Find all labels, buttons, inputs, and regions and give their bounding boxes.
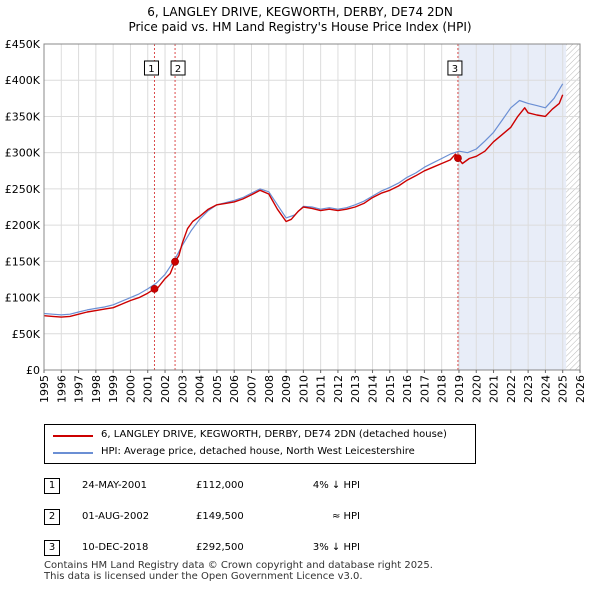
x-tick-label: 2004 (194, 375, 207, 403)
y-tick-label: £350K (5, 110, 41, 123)
y-tick-label: £0 (26, 364, 40, 377)
sale-label-box (170, 60, 186, 76)
sale-num-cell: 3 (44, 532, 82, 563)
sale-hpi-relation: ≈ HPI (331, 511, 360, 522)
sale-label-number: 3 (452, 64, 458, 75)
y-tick-label: £400K (5, 74, 41, 87)
y-tick-label: £250K (5, 183, 41, 196)
x-tick-label: 1997 (73, 375, 86, 403)
future-hatch (566, 44, 580, 370)
x-tick-label: 2022 (505, 375, 518, 403)
x-tick-label: 2026 (574, 375, 587, 403)
x-tick-label: 1996 (55, 375, 68, 403)
sale-hpi-relation: 3% ↓ HPI (312, 542, 360, 553)
x-tick-label: 2002 (159, 375, 172, 403)
x-tick-label: 2016 (401, 375, 414, 403)
x-tick-label: 2020 (470, 375, 483, 403)
legend-label-property: 6, LANGLEY DRIVE, KEGWORTH, DERBY, DE74 … (101, 429, 447, 440)
table-row: 2 01-AUG-2002 £149,500 ≈ HPI (44, 501, 360, 532)
x-tick-label: 2003 (176, 375, 189, 403)
table-row: 1 24-MAY-2001 £112,000 4% ↓ HPI (44, 470, 360, 501)
legend: 6, LANGLEY DRIVE, KEGWORTH, DERBY, DE74 … (44, 424, 476, 464)
sale-number-badge: 1 (44, 477, 60, 494)
chart-title: 6, LANGLEY DRIVE, KEGWORTH, DERBY, DE74 … (0, 5, 600, 35)
x-tick-label: 1995 (38, 375, 51, 403)
sale-number-badge: 3 (44, 539, 60, 556)
footer-copyright: Contains HM Land Registry data © Crown c… (44, 560, 433, 571)
x-tick-label: 1999 (107, 375, 120, 403)
x-tick-label: 2013 (349, 375, 362, 403)
sale-price: £149,500 (196, 511, 244, 522)
x-tick-label: 1998 (90, 375, 103, 403)
sale-num-cell: 2 (44, 501, 82, 532)
y-tick-label: £100K (5, 292, 41, 305)
legend-label-hpi: HPI: Average price, detached house, Nort… (101, 446, 415, 457)
x-tick-label: 2009 (280, 375, 293, 403)
price-chart: £0 £50K £100K £150K £200K £250K £300K £350K £400… (5, 38, 587, 403)
x-tick-label: 2008 (263, 375, 276, 403)
sale-date: 01-AUG-2002 (82, 511, 150, 522)
x-tick-label: 2021 (488, 375, 501, 403)
sale-price: £112,000 (196, 480, 244, 491)
x-tick-label: 2011 (315, 375, 328, 403)
x-tick-label: 2000 (124, 375, 137, 403)
x-tick-label: 2019 (453, 375, 466, 403)
y-tick-label: £50K (12, 328, 41, 341)
sale-hpi-relation: 4% ↓ HPI (312, 480, 360, 491)
sale-label-number: 2 (175, 64, 181, 75)
footer: Contains HM Land Registry data © Crown c… (44, 560, 433, 582)
x-tick-label: 2025 (557, 375, 570, 403)
title-line-2: Price paid vs. HM Land Registry's House … (128, 20, 472, 34)
table-row: 3 10-DEC-2018 £292,500 3% ↓ HPI (44, 532, 360, 563)
x-tick-label: 2001 (142, 375, 155, 403)
x-tick-label: 2015 (384, 375, 397, 403)
plot-frame (43, 43, 581, 371)
sale-price: £292,500 (196, 542, 244, 553)
sale-label-box (143, 60, 159, 76)
sale-point (150, 284, 159, 293)
x-tick-label: 2010 (297, 375, 310, 403)
sale-date: 24-MAY-2001 (82, 480, 148, 491)
property-price-line (43, 94, 564, 318)
sale-num-cell: 1 (44, 470, 82, 501)
x-tick-label: 2007 (245, 375, 258, 403)
x-tick-label: 2014 (367, 375, 380, 403)
sale-date: 10-DEC-2018 (82, 542, 149, 553)
footer-licence: This data is licensed under the Open Gov… (44, 571, 363, 582)
y-tick-label: £300K (5, 147, 41, 160)
y-tick-label: £200K (5, 219, 41, 232)
x-tick-label: 2024 (539, 375, 552, 403)
x-tick-label: 2012 (332, 375, 345, 403)
post-sale-shade (457, 44, 567, 370)
x-tick-label: 2006 (228, 375, 241, 403)
sale-number-badge: 2 (44, 508, 60, 525)
sale-label-number: 1 (148, 64, 154, 75)
sale-label-box (447, 60, 463, 76)
sales-table: 1 24-MAY-2001 £112,000 4% ↓ HPI 2 01-AUG… (44, 470, 360, 563)
x-tick-label: 2005 (211, 375, 224, 403)
y-tick-label: £450K (5, 38, 41, 51)
x-tick-label: 2023 (522, 375, 535, 403)
title-line-1: 6, LANGLEY DRIVE, KEGWORTH, DERBY, DE74 … (147, 5, 453, 19)
sale-point (454, 154, 462, 162)
x-tick-label: 2017 (418, 375, 431, 403)
sale-point (171, 257, 179, 266)
x-tick-label: 2018 (436, 375, 449, 403)
y-tick-label: £150K (5, 255, 41, 268)
legend-swatch-hpi (53, 452, 93, 454)
legend-swatch-property (53, 435, 93, 437)
